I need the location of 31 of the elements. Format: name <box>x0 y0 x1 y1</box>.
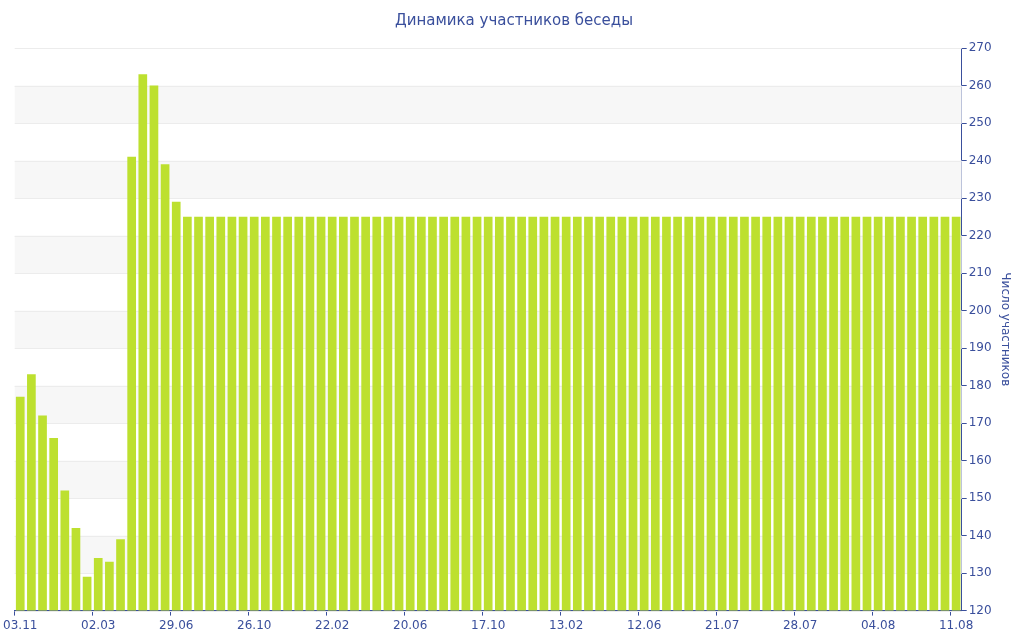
y2-tick-label: 150 <box>968 490 992 505</box>
y2-axis-title: Число участников <box>998 272 1013 387</box>
y2-tick-label: 250 <box>968 115 992 130</box>
y2-tick-label: 230 <box>968 190 992 205</box>
x-tick-label: 04.08 <box>860 617 896 632</box>
x-tick-label: 29.06 <box>159 617 194 632</box>
y2-tick-label: 120 <box>968 602 992 617</box>
x-tick-label: 22.02 <box>315 617 350 632</box>
x-tick-label: 11.08 <box>938 617 974 632</box>
x-tick-label: 12.06 <box>626 617 662 632</box>
chart-title: Динамика участников беседы <box>394 10 634 29</box>
y2-tick-label: 140 <box>968 527 992 542</box>
x-tick-label: 17.10 <box>471 617 506 632</box>
y2-tick-label: 240 <box>968 152 992 167</box>
x-tick-label: 28.07 <box>782 617 818 632</box>
x-tick-label: 20.06 <box>393 617 428 632</box>
y2-tick-label: 220 <box>968 227 992 242</box>
x-tick-label: 13.02 <box>549 617 584 632</box>
x-tick-label: 02.03 <box>81 617 116 632</box>
y2-tick-label: 260 <box>968 77 992 92</box>
y2-tick-label: 180 <box>968 377 992 392</box>
y2-tick-label: 200 <box>968 302 992 317</box>
y2-tick-label: 210 <box>968 265 992 280</box>
y2-tick-label: 170 <box>968 415 992 430</box>
y2-tick-label: 190 <box>968 340 992 355</box>
x-tick-label: 26.10 <box>237 617 272 632</box>
x-tick-label: 03.11 <box>3 617 38 632</box>
y2-tick-label: 270 <box>968 40 992 55</box>
x-tick-label: 21.07 <box>704 617 740 632</box>
y2-tick-label: 130 <box>968 565 992 580</box>
y2-tick-label: 160 <box>968 452 992 467</box>
